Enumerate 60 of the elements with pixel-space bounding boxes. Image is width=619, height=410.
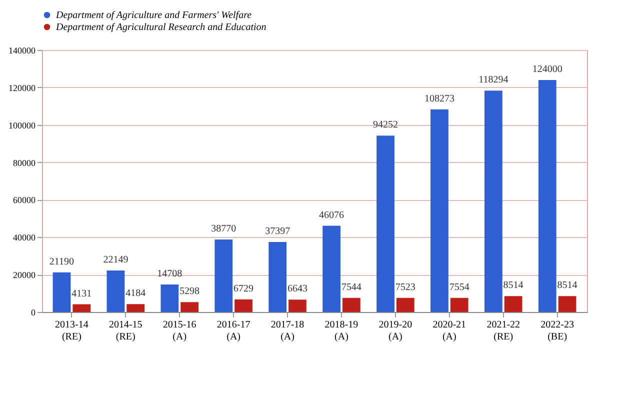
x-tick-label: 2019-20 (A): [378, 320, 412, 342]
y-tick-label: 40000: [13, 232, 36, 243]
x-tick-label: 2015-16 (A): [162, 320, 196, 342]
data-label: 124000: [532, 64, 562, 75]
x-tick-label: 2013-14 (RE): [55, 320, 88, 342]
x-tick-label: 2017-18 (A): [270, 320, 304, 342]
bar: [126, 304, 145, 312]
bar: [538, 80, 556, 312]
bar: [72, 304, 91, 312]
data-label: 108273: [424, 93, 454, 104]
bar: [376, 136, 394, 312]
x-tick-label: 2018-19 (A): [324, 320, 358, 342]
x-tick-label: 2022-23 (BE): [540, 320, 574, 342]
bar: [214, 239, 233, 312]
data-label: 6729: [234, 283, 254, 294]
bar: [106, 270, 125, 312]
bar: [288, 300, 306, 312]
data-label: 94252: [373, 120, 398, 131]
data-label: 8514: [503, 280, 524, 292]
data-label: 4131: [72, 288, 92, 300]
data-label: 7544: [341, 282, 362, 293]
y-tick-label: 60000: [13, 195, 36, 206]
data-label: 14708: [157, 268, 182, 280]
data-label: 7523: [395, 282, 416, 293]
data-label: 37397: [265, 226, 290, 238]
y-tick-label: 0: [31, 308, 36, 318]
y-tick-label: 100000: [8, 120, 36, 130]
data-label: 6643: [287, 284, 308, 295]
bar: [558, 296, 576, 312]
legend-label: Department of Agriculture and Farmers' Welfare: [55, 10, 252, 21]
data-label: 22149: [103, 254, 128, 266]
y-tick-label: 80000: [13, 158, 36, 168]
bar: [160, 284, 179, 312]
bar: [268, 242, 287, 312]
data-label: 5298: [180, 286, 200, 298]
bar: [342, 298, 360, 312]
bar: [322, 226, 340, 312]
bar: [484, 90, 502, 312]
data-label: 118294: [478, 74, 508, 86]
bar: [450, 298, 468, 312]
x-tick-label: 2020-21 (A): [432, 320, 466, 342]
bar: [234, 299, 252, 312]
y-tick-label: 120000: [8, 82, 36, 93]
y-tick-label: 20000: [13, 270, 36, 280]
x-tick-label: 2021-22 (RE): [486, 320, 520, 342]
data-label: 8514: [557, 280, 578, 292]
data-label: 21190: [49, 256, 74, 268]
bar: [52, 272, 71, 312]
data-label: 38770: [211, 223, 236, 234]
x-tick-label: 2016-17 (A): [216, 320, 250, 342]
y-tick-label: 140000: [8, 46, 36, 56]
legend-label: Department of Agricultural Research and Education: [55, 22, 266, 33]
bar: [396, 298, 414, 312]
data-label: 46076: [319, 210, 344, 221]
x-tick-label: 2014-15 (RE): [108, 320, 142, 342]
data-label: 7554: [449, 282, 470, 293]
bar: [504, 296, 522, 312]
bar: [180, 302, 198, 312]
bar: [430, 109, 448, 312]
data-label: 4184: [126, 288, 146, 300]
